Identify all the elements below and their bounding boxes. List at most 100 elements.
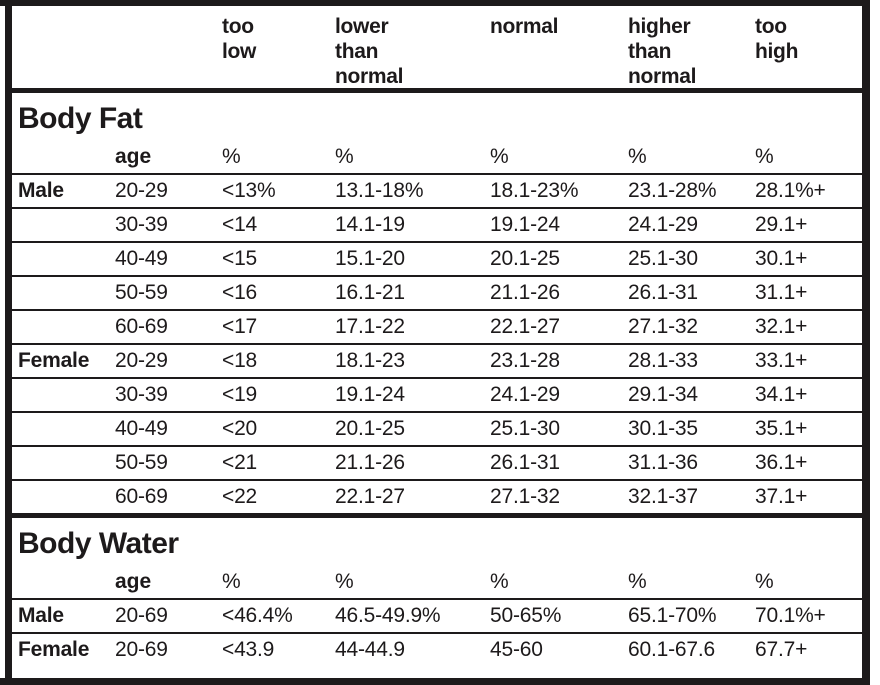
normal-cell: 50-65%: [490, 604, 562, 627]
too-low-cell: <21: [222, 451, 258, 474]
gender-cell: Male: [18, 604, 64, 627]
table-row: 40-49 <15 15.1-20 20.1-25 25.1-30 30.1+: [12, 243, 862, 277]
age-cell: 20-29: [115, 349, 168, 372]
age-cell: 30-39: [115, 213, 168, 236]
section-divider: [12, 513, 862, 518]
too-low-cell: <18: [222, 349, 258, 372]
table-row: Male 20-69 <46.4% 46.5-49.9% 50-65% 65.1…: [12, 600, 862, 634]
too-high-cell: 31.1+: [755, 281, 808, 304]
body-fat-subheader-row: age % % % % %: [12, 137, 862, 175]
percent-label: %: [628, 145, 647, 168]
too-high-cell: 36.1+: [755, 451, 808, 474]
percent-label: %: [335, 570, 354, 593]
header-too-low: too low: [222, 15, 257, 63]
age-cell: 60-69: [115, 485, 168, 508]
normal-cell: 22.1-27: [490, 315, 560, 338]
too-low-cell: <20: [222, 417, 258, 440]
percent-label: %: [222, 145, 241, 168]
age-cell: 60-69: [115, 315, 168, 338]
gender-cell: Male: [18, 179, 64, 202]
age-cell: 20-69: [115, 604, 168, 627]
higher-than-normal-cell: 26.1-31: [628, 281, 698, 304]
normal-cell: 21.1-26: [490, 281, 560, 304]
age-cell: 20-29: [115, 179, 168, 202]
percent-label: %: [222, 570, 241, 593]
too-high-cell: 29.1+: [755, 213, 808, 236]
too-high-cell: 35.1+: [755, 417, 808, 440]
too-high-cell: 32.1+: [755, 315, 808, 338]
table-row: 30-39 <14 14.1-19 19.1-24 24.1-29 29.1+: [12, 209, 862, 243]
too-low-cell: <46.4%: [222, 604, 293, 627]
lower-than-normal-cell: 14.1-19: [335, 213, 405, 236]
normal-cell: 26.1-31: [490, 451, 560, 474]
higher-than-normal-cell: 25.1-30: [628, 247, 698, 270]
table-row: Female 20-29 <18 18.1-23 23.1-28 28.1-33…: [12, 345, 862, 379]
too-low-cell: <14: [222, 213, 258, 236]
normal-cell: 45-60: [490, 638, 543, 661]
higher-than-normal-cell: 60.1-67.6: [628, 638, 715, 661]
header-spacer-age: [115, 14, 222, 89]
lower-than-normal-cell: 19.1-24: [335, 383, 405, 406]
lower-than-normal-cell: 46.5-49.9%: [335, 604, 441, 627]
table-row: 30-39 <19 19.1-24 24.1-29 29.1-34 34.1+: [12, 379, 862, 413]
too-high-cell: 34.1+: [755, 383, 808, 406]
higher-than-normal-cell: 27.1-32: [628, 315, 698, 338]
lower-than-normal-cell: 16.1-21: [335, 281, 405, 304]
higher-than-normal-cell: 23.1-28%: [628, 179, 717, 202]
age-cell: 30-39: [115, 383, 168, 406]
lower-than-normal-cell: 22.1-27: [335, 485, 405, 508]
too-high-cell: 30.1+: [755, 247, 808, 270]
body-water-subheader-row: age % % % % %: [12, 562, 862, 600]
gender-cell: Female: [18, 638, 90, 661]
lower-than-normal-cell: 44-44.9: [335, 638, 405, 661]
age-column-label: age: [115, 570, 152, 593]
age-cell: 40-49: [115, 247, 168, 270]
gender-cell: Female: [18, 349, 90, 372]
header-lower-than-normal: lower than normal: [335, 15, 404, 88]
percent-label: %: [755, 570, 774, 593]
table-row: Female 20-69 <43.9 44-44.9 45-60 60.1-67…: [12, 634, 862, 666]
higher-than-normal-cell: 28.1-33: [628, 349, 698, 372]
age-column-label: age: [115, 145, 152, 168]
normal-cell: 23.1-28: [490, 349, 560, 372]
table-row: 50-59 <21 21.1-26 26.1-31 31.1-36 36.1+: [12, 447, 862, 481]
table-row: 40-49 <20 20.1-25 25.1-30 30.1-35 35.1+: [12, 413, 862, 447]
column-header-row: too low lower than normal normal higher …: [12, 6, 862, 93]
too-low-cell: <16: [222, 281, 258, 304]
too-high-cell: 33.1+: [755, 349, 808, 372]
lower-than-normal-cell: 15.1-20: [335, 247, 405, 270]
table-row: 60-69 <22 22.1-27 27.1-32 32.1-37 37.1+: [12, 481, 862, 513]
header-normal: normal: [490, 15, 559, 38]
table-inner-frame: too low lower than normal normal higher …: [5, 6, 870, 678]
too-low-cell: <15: [222, 247, 258, 270]
higher-than-normal-cell: 30.1-35: [628, 417, 698, 440]
header-higher-than-normal: higher than normal: [628, 15, 697, 88]
normal-cell: 25.1-30: [490, 417, 560, 440]
higher-than-normal-cell: 29.1-34: [628, 383, 698, 406]
age-cell: 20-69: [115, 638, 168, 661]
normal-cell: 20.1-25: [490, 247, 560, 270]
lower-than-normal-cell: 21.1-26: [335, 451, 405, 474]
age-cell: 50-59: [115, 281, 168, 304]
higher-than-normal-cell: 31.1-36: [628, 451, 698, 474]
body-water-section-title: Body Water: [18, 527, 179, 560]
too-low-cell: <19: [222, 383, 258, 406]
normal-cell: 24.1-29: [490, 383, 560, 406]
age-cell: 50-59: [115, 451, 168, 474]
normal-cell: 19.1-24: [490, 213, 560, 236]
table-row: 60-69 <17 17.1-22 22.1-27 27.1-32 32.1+: [12, 311, 862, 345]
too-low-cell: <22: [222, 485, 258, 508]
table-row: 50-59 <16 16.1-21 21.1-26 26.1-31 31.1+: [12, 277, 862, 311]
too-high-cell: 37.1+: [755, 485, 808, 508]
percent-label: %: [755, 145, 774, 168]
too-low-cell: <17: [222, 315, 258, 338]
header-too-high: too high: [755, 15, 799, 63]
age-cell: 40-49: [115, 417, 168, 440]
percent-label: %: [628, 570, 647, 593]
lower-than-normal-cell: 20.1-25: [335, 417, 405, 440]
normal-cell: 18.1-23%: [490, 179, 579, 202]
higher-than-normal-cell: 65.1-70%: [628, 604, 717, 627]
lower-than-normal-cell: 18.1-23: [335, 349, 405, 372]
